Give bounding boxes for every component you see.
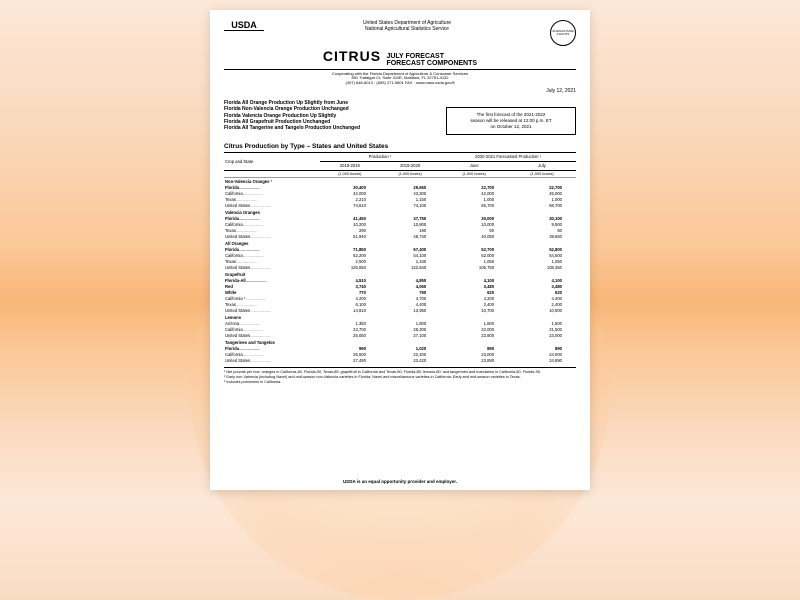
row-label: All Oranges (224, 240, 576, 247)
row-label: Tangerines and Tangelos (224, 339, 576, 346)
title-sub2: FORECAST COMPONENTS (386, 60, 477, 67)
row-label: Lemons (224, 314, 576, 321)
col-2018: 2018-2019 (320, 161, 380, 170)
col-forecast: 2020-2021 Forecasted Production ¹ (440, 152, 576, 161)
units: (1,000 boxes) (440, 170, 508, 177)
table-row: United States27,49023,42023,89024,890 (224, 358, 576, 364)
col-june: June (440, 161, 508, 170)
table-row: Grapefruit (224, 271, 576, 278)
col-crop: Crop and State (224, 152, 320, 170)
table-row: Tangerines and Tangelos (224, 339, 576, 346)
usda-logo: USDA (224, 20, 264, 31)
units: (1,000 boxes) (508, 170, 576, 177)
title-row: CITRUS JULY FORECAST FORECAST COMPONENTS (224, 48, 576, 67)
header: USDA United States Department of Agricul… (224, 20, 576, 46)
agriculture-seal-icon: AGRICULTURE COUNTS (550, 20, 576, 46)
table-row: All Oranges (224, 240, 576, 247)
footnotes: ¹ Net pounds per box: oranges in Califor… (224, 367, 576, 385)
title-sub: JULY FORECAST FORECAST COMPONENTS (386, 53, 477, 67)
production-table: Crop and State Production ¹ 2020-2021 Fo… (224, 152, 576, 364)
col-2019: 2019-2020 (380, 161, 440, 170)
title-main: CITRUS (323, 48, 381, 64)
table-row: Valencia Oranges (224, 209, 576, 216)
report-date: July 12, 2021 (224, 88, 576, 94)
divider (224, 69, 576, 70)
coop-line3: (407) 648-6013 · (855) 271-9801 FAX · ww… (224, 81, 576, 86)
row-label: Valencia Oranges (224, 209, 576, 216)
row-label: United States (224, 358, 320, 364)
header-dept: United States Department of Agriculture … (264, 20, 550, 32)
cooperation-block: Cooperating with the Florida Department … (224, 72, 576, 86)
cell-value: 23,420 (380, 358, 440, 364)
title-sub1: JULY FORECAST (386, 53, 444, 60)
cell-value: 24,890 (508, 358, 576, 364)
units: (1,000 boxes) (380, 170, 440, 177)
col-production: Production ¹ (320, 152, 441, 161)
dept-line2: National Agricultural Statistics Service (264, 26, 550, 32)
cell-value: 23,890 (440, 358, 508, 364)
row-label: Non-Valencia Oranges ² (224, 177, 576, 185)
cell-value: 27,490 (320, 358, 380, 364)
table-row: Non-Valencia Oranges ² (224, 177, 576, 185)
section-title: Citrus Production by Type – States and U… (224, 143, 576, 150)
notice-line3: on October 12, 2021 (453, 124, 569, 130)
table-body: Non-Valencia Oranges ²Florida30,40029,65… (224, 177, 576, 364)
units: (1,000 boxes) (320, 170, 380, 177)
footer: USDA is an equal opportunity provider an… (210, 479, 590, 484)
footnote-3: ³ Includes pummelos in California. (224, 380, 576, 385)
row-label: Grapefruit (224, 271, 576, 278)
notice-box: The first forecast of the 2021-2022 seas… (446, 107, 576, 135)
table-row: Lemons (224, 314, 576, 321)
document-page: USDA United States Department of Agricul… (210, 10, 590, 490)
col-july: July (508, 161, 576, 170)
